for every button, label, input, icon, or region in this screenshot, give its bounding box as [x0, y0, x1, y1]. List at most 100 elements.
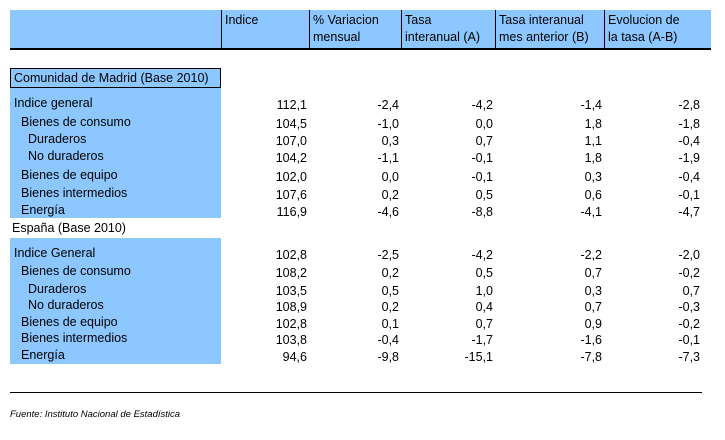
table-cell: 0,7 — [682, 284, 700, 298]
table-cell: 1,0 — [475, 284, 493, 298]
table-cell: 0,7 — [584, 300, 602, 314]
table-cell: -1,9 — [678, 151, 700, 165]
table-cell: 0,5 — [475, 266, 493, 280]
row-label: Duraderos — [28, 132, 87, 146]
row-label: No duraderos — [28, 149, 104, 163]
table-cell: 0,9 — [584, 317, 602, 331]
table-cell: -1,8 — [678, 117, 700, 131]
table-cell: 103,8 — [275, 333, 307, 347]
table-cell: 1,8 — [584, 151, 602, 165]
table-cell: 102,0 — [275, 170, 307, 184]
table-cell: 104,2 — [275, 151, 307, 165]
table-cell: -0,1 — [471, 151, 493, 165]
column-header: Tasa interanual (A) — [401, 10, 495, 48]
table-cell: 116,9 — [276, 205, 307, 219]
table-cell: -4,1 — [580, 205, 602, 219]
table-cell: 0,2 — [381, 300, 399, 314]
column-header: Evolucion de la tasa (A-B) — [604, 10, 711, 48]
table-cell: -15,1 — [464, 350, 494, 364]
row-label: Bienes de consumo — [21, 264, 131, 278]
table-cell: 0,7 — [584, 266, 602, 280]
table-cell: 0,6 — [584, 188, 602, 202]
table-cell: -2,5 — [377, 248, 399, 262]
table-cell: 1,8 — [584, 117, 602, 131]
column-header-line: % Variacion — [313, 13, 379, 27]
table-cell: -8,8 — [471, 205, 493, 219]
table-cell: 103,5 — [275, 284, 307, 298]
table-cell: 108,2 — [275, 266, 307, 280]
table-cell: 104,5 — [275, 117, 307, 131]
table-cell: 1,1 — [584, 134, 602, 148]
table-cell: -4,7 — [678, 205, 700, 219]
table-cell: 0,0 — [475, 117, 493, 131]
column-header: Tasa interanual mes anterior (B) — [495, 10, 604, 48]
table-cell: 0,5 — [475, 188, 493, 202]
row-label: Bienes intermedios — [21, 186, 128, 200]
row-label: Duraderos — [28, 282, 87, 296]
table-cell: 0,7 — [475, 134, 493, 148]
table-cell: -7,8 — [580, 350, 602, 364]
table-cell: -4,2 — [471, 248, 493, 262]
row-label: Indice general — [14, 96, 93, 110]
row-label: Energía — [21, 348, 65, 362]
row-label: No duraderos — [28, 298, 104, 312]
table-cell: 94,6 — [282, 350, 307, 364]
column-header-line: mensual — [313, 30, 361, 44]
table-cell: 107,6 — [275, 188, 307, 202]
table-cell: -0,4 — [678, 134, 700, 148]
table-cell: 112,1 — [276, 98, 307, 112]
table-cell: -1,4 — [580, 98, 602, 112]
table-cell: -0,4 — [678, 170, 700, 184]
table-cell: 0,3 — [584, 170, 602, 184]
table-cell: 0,1 — [381, 317, 399, 331]
table-cell: 0,0 — [381, 170, 399, 184]
table-cell: -9,8 — [377, 350, 399, 364]
section-title: Comunidad de Madrid (Base 2010) — [10, 68, 221, 88]
table-cell: -2,4 — [377, 98, 399, 112]
column-header-line: interanual (A) — [405, 30, 481, 44]
table-cell: -0,3 — [678, 300, 700, 314]
table-cell: -1,0 — [377, 117, 399, 131]
source-note: Fuente: Instituto Nacional de Estadístic… — [10, 409, 181, 420]
column-header-line: Tasa interanual — [499, 13, 584, 27]
column-header: Indice — [221, 10, 309, 48]
table-cell: -0,1 — [678, 188, 700, 202]
column-header: % Variacion mensual — [309, 10, 401, 48]
table-cell: 102,8 — [275, 248, 307, 262]
table-cell: 0,5 — [381, 284, 399, 298]
row-label: Energía — [21, 203, 65, 217]
label-column-band — [10, 238, 221, 364]
table-cell: 0,2 — [381, 188, 399, 202]
row-label: Bienes intermedios — [21, 331, 128, 345]
header-rule — [10, 48, 711, 50]
table-cell: -2,2 — [580, 248, 602, 262]
row-label: Bienes de consumo — [21, 115, 131, 129]
table-cell: -0,4 — [377, 333, 399, 347]
table-cell: -1,1 — [377, 151, 399, 165]
header-band — [10, 10, 711, 48]
column-header-line: mes anterior (B) — [499, 30, 589, 44]
table-cell: -0,2 — [678, 317, 700, 331]
column-header-line: Evolucion de — [608, 13, 680, 27]
row-label: Bienes de equipo — [21, 168, 118, 182]
table-cell: -2,8 — [678, 98, 700, 112]
table-cell: 0,7 — [475, 317, 493, 331]
table-cell: 0,2 — [381, 266, 399, 280]
table-cell: 108,9 — [275, 300, 307, 314]
row-label: Bienes de equipo — [21, 315, 118, 329]
table-cell: 0,4 — [475, 300, 493, 314]
table-cell: -7,3 — [678, 350, 700, 364]
table-cell: 0,3 — [381, 134, 399, 148]
footer-rule — [10, 392, 702, 393]
table-cell: 0,3 — [584, 284, 602, 298]
column-header-line: Tasa — [405, 13, 432, 27]
table-cell: 102,8 — [275, 317, 307, 331]
column-header-line: la tasa (A-B) — [608, 30, 678, 44]
table-cell: -0,1 — [471, 170, 493, 184]
table-cell: -4,2 — [471, 98, 493, 112]
section-title: España (Base 2010) — [12, 221, 126, 235]
table-cell: -1,7 — [471, 333, 493, 347]
table-cell: -1,6 — [580, 333, 602, 347]
table-cell: -4,6 — [377, 205, 399, 219]
column-header-line: Indice — [225, 13, 259, 27]
